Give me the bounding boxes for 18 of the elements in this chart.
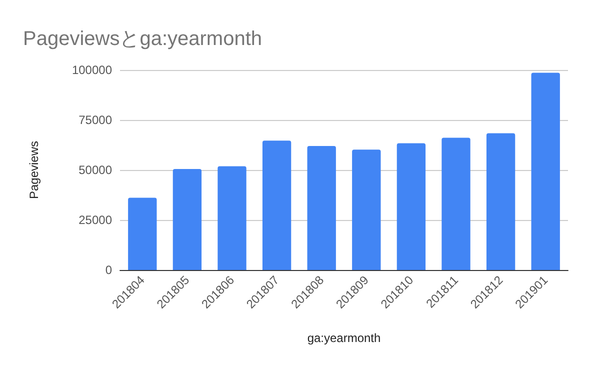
bar	[442, 138, 470, 270]
bar	[486, 133, 516, 270]
bar	[307, 146, 336, 270]
x-axis-title: ga:yearmonth	[307, 331, 381, 345]
chart-title: Pageviewsとga:yearmonth	[23, 28, 262, 50]
y-tick-label: 50000	[78, 163, 112, 177]
y-tick-label: 100000	[72, 63, 112, 77]
y-tick-label: 0	[105, 263, 112, 277]
bar	[128, 198, 157, 270]
bar	[218, 166, 246, 270]
bar	[262, 140, 292, 270]
bar	[396, 143, 426, 270]
y-tick-label: 25000	[78, 213, 112, 227]
y-axis-title: Pageviews	[27, 140, 41, 200]
bar	[352, 150, 381, 270]
bar	[172, 169, 202, 270]
bar	[531, 72, 560, 270]
y-tick-label: 75000	[78, 113, 112, 127]
